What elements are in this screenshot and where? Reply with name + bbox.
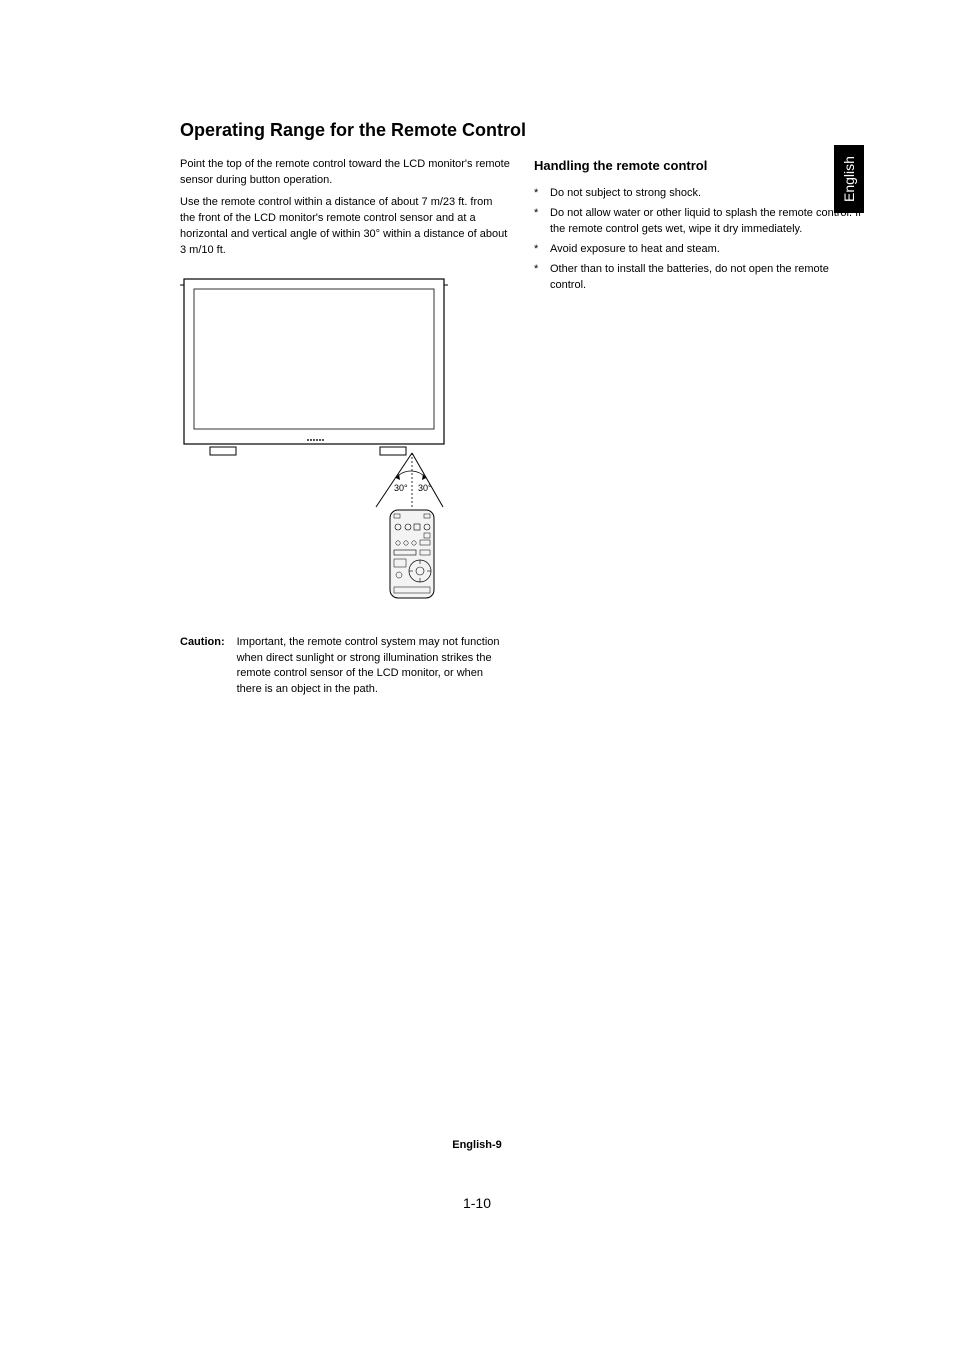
monitor-remote-diagram: 30° 30°	[180, 275, 450, 605]
paragraph-range: Use the remote control within a distance…	[180, 195, 510, 259]
caution-text: Important, the remote control system may…	[237, 635, 510, 699]
angle-right-label: 30°	[418, 483, 432, 493]
right-column: Handling the remote control Do not subje…	[534, 151, 864, 297]
handling-bullet-list: Do not subject to strong shock. Do not a…	[534, 186, 864, 294]
section-title: Operating Range for the Remote Control	[180, 120, 864, 141]
page-number-footer: 1-10	[0, 1195, 954, 1211]
paragraph-intro: Point the top of the remote control towa…	[180, 157, 510, 189]
caution-block: Caution: Important, the remote control s…	[180, 635, 510, 699]
remote-control-icon	[390, 510, 434, 598]
document-page: English Operating Range for the Remote C…	[0, 0, 954, 1351]
handling-heading: Handling the remote control	[534, 157, 864, 176]
angle-left-label: 30°	[394, 483, 408, 493]
list-item: Do not allow water or other liquid to sp…	[534, 206, 864, 238]
caution-label: Caution:	[180, 635, 225, 699]
list-item: Do not subject to strong shock.	[534, 186, 864, 202]
page-id-footer: English-9	[0, 1139, 954, 1151]
list-item: Avoid exposure to heat and steam.	[534, 242, 864, 258]
remote-range-figure: 30° 30°	[180, 275, 510, 611]
two-column-layout: Point the top of the remote control towa…	[180, 151, 864, 698]
language-tab: English	[834, 145, 864, 213]
left-column: Point the top of the remote control towa…	[180, 151, 510, 698]
list-item: Other than to install the batteries, do …	[534, 262, 864, 294]
